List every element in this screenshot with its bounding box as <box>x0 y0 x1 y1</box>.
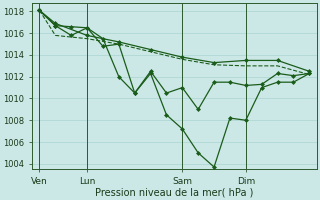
X-axis label: Pression niveau de la mer( hPa ): Pression niveau de la mer( hPa ) <box>95 187 253 197</box>
